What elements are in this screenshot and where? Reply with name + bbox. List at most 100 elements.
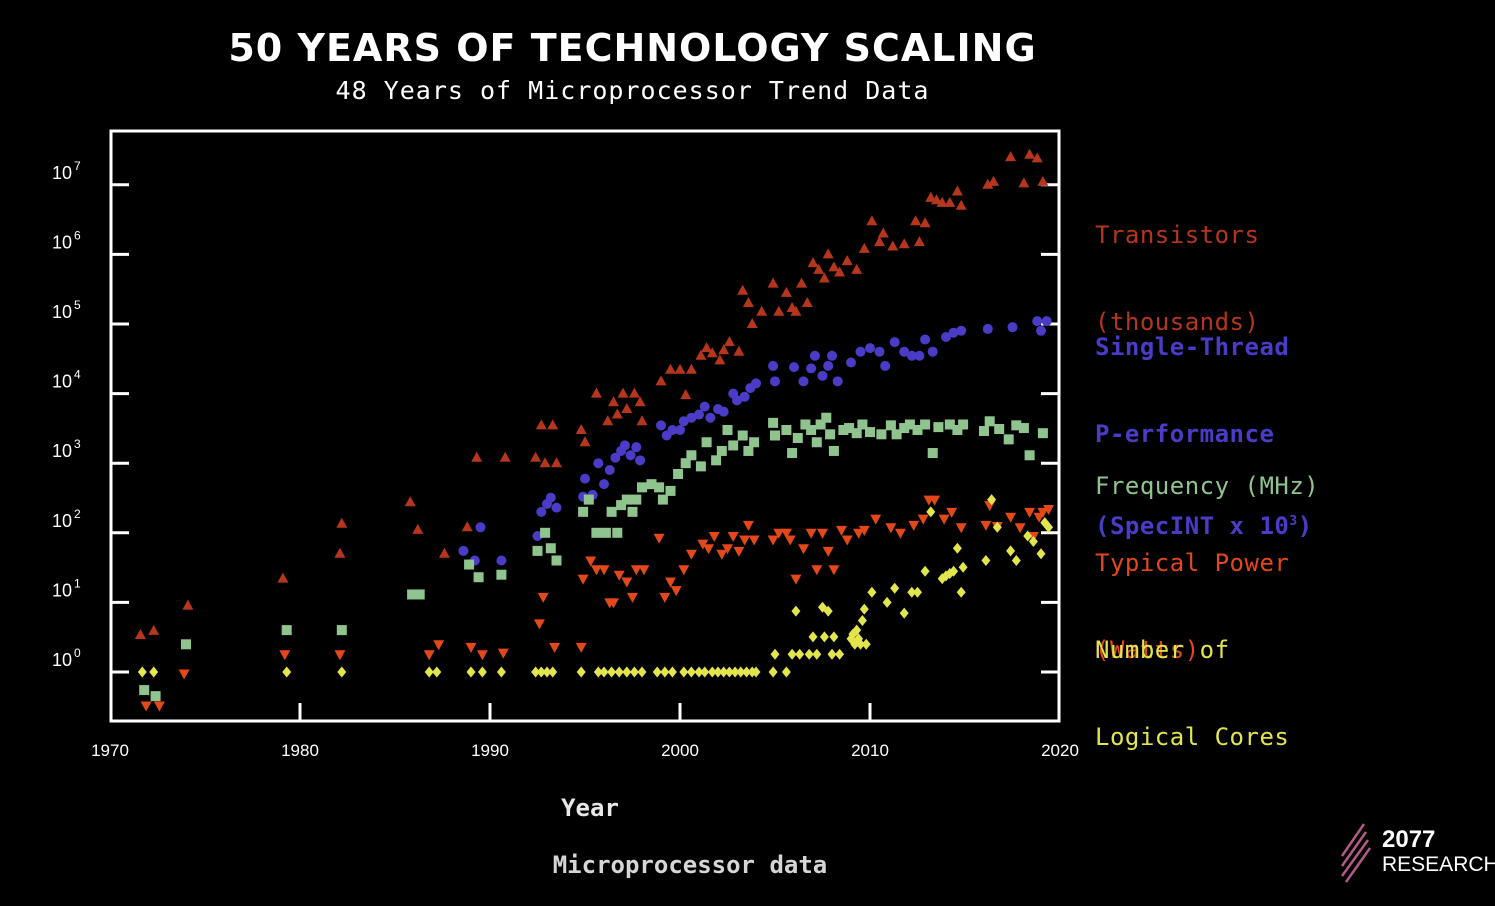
- frequency-point: [701, 437, 712, 448]
- single_thread-point: [625, 450, 636, 461]
- transistors-point: [780, 286, 792, 297]
- power-point: [697, 539, 709, 550]
- frequency-point: [646, 479, 657, 490]
- cores-point: [856, 638, 865, 650]
- cores-point: [724, 666, 734, 678]
- power-point: [598, 565, 610, 576]
- power-point: [585, 556, 597, 567]
- single_thread-point: [635, 455, 646, 466]
- single_thread-point: [832, 376, 843, 387]
- transistors-point: [801, 297, 813, 308]
- single_thread-point: [880, 360, 891, 371]
- single_thread-point: [496, 555, 507, 566]
- power-point: [659, 592, 671, 603]
- cores-point: [956, 586, 966, 598]
- transistors-point: [919, 217, 931, 228]
- x-tick-label: 1970: [91, 741, 129, 760]
- frequency-point: [979, 426, 989, 437]
- cores-point: [827, 648, 837, 660]
- frequency-point: [821, 412, 832, 423]
- power-point: [665, 577, 676, 588]
- chart-title: 50 YEARS OF TECHNOLOGY SCALING: [228, 26, 1037, 70]
- transistors-point: [841, 255, 853, 266]
- y-tick-label: 10 7: [52, 159, 81, 183]
- cores-point: [629, 666, 639, 678]
- single_thread-point: [667, 424, 678, 435]
- single_thread-point: [699, 401, 710, 412]
- cores-point: [926, 506, 936, 518]
- frequency-point: [606, 506, 617, 517]
- single_thread-point: [899, 346, 910, 357]
- power-point: [784, 535, 796, 546]
- transistors-point: [602, 415, 614, 426]
- frequency-point: [621, 494, 632, 505]
- series-single_thread: [458, 316, 1052, 566]
- frequency-point: [857, 419, 868, 430]
- power-point: [1037, 507, 1049, 518]
- series-cores: [137, 494, 1054, 678]
- y-tick-base: 10: [52, 163, 72, 183]
- cores-point: [781, 666, 791, 678]
- frequency-point: [838, 424, 849, 435]
- frequency-point: [944, 419, 955, 430]
- legend-power-line2: (Watts): [1095, 636, 1200, 664]
- single_thread-point: [827, 350, 837, 361]
- transistors-point: [621, 403, 633, 414]
- cores-point: [804, 648, 814, 660]
- cores-point: [667, 666, 677, 678]
- cores-point: [867, 586, 877, 598]
- cores-point: [730, 666, 740, 678]
- power-point: [476, 650, 488, 661]
- single_thread-point: [619, 440, 630, 451]
- power-point: [742, 520, 754, 531]
- legend-single-thread-line3-text: (SpecINT x 10: [1095, 512, 1290, 540]
- legend-transistors: Transistors (thousands): [1095, 163, 1259, 366]
- single_thread-point: [532, 530, 543, 541]
- transistors-point: [547, 419, 559, 430]
- frequency-point: [657, 494, 668, 505]
- single_thread-point: [631, 442, 642, 453]
- transistors-point: [925, 191, 937, 202]
- legend-single-thread: Single-Thread P-erformance (SpecINT x 10…: [1095, 275, 1313, 570]
- power-point: [739, 535, 751, 546]
- power-point: [722, 544, 733, 555]
- y-tick-label: 10 1: [52, 576, 81, 600]
- cores-point: [1023, 530, 1033, 542]
- transistors-point: [807, 257, 819, 268]
- chart-caption: Microprocessor data: [552, 851, 828, 879]
- single_thread-point: [1007, 322, 1018, 333]
- cores-point: [466, 666, 476, 678]
- power-point: [917, 514, 929, 525]
- transistors-point: [1031, 152, 1043, 163]
- single_thread-point: [982, 323, 993, 334]
- transistors-point: [530, 451, 542, 462]
- y-tick-exponent: 6: [74, 228, 81, 242]
- power-point: [590, 565, 602, 576]
- cores-point: [736, 666, 746, 678]
- frequency-point: [770, 430, 780, 441]
- frequency-point: [631, 494, 642, 505]
- frequency-point: [828, 445, 839, 456]
- single_thread-point: [694, 409, 704, 420]
- frequency-point: [958, 419, 969, 430]
- transistors-point: [461, 521, 473, 532]
- frequency-point: [612, 527, 623, 538]
- frequency-point: [792, 433, 803, 444]
- y-tick-base: 10: [52, 580, 72, 600]
- transistors-point: [551, 457, 562, 468]
- transistors-point: [334, 547, 346, 558]
- power-point: [929, 495, 941, 506]
- power-point: [836, 525, 847, 536]
- cores-point: [829, 631, 839, 643]
- power-point: [748, 535, 760, 546]
- power-point: [334, 650, 346, 661]
- x-tick-label: 2010: [851, 741, 889, 760]
- frequency-point: [600, 527, 611, 538]
- frequency-point: [891, 429, 902, 440]
- data-marks: [134, 148, 1055, 712]
- transistors-point: [866, 215, 878, 226]
- transistors-point: [628, 387, 640, 398]
- legend-transistors-line2: (thousands): [1095, 308, 1260, 336]
- power-point: [790, 574, 802, 585]
- power-point: [703, 544, 714, 555]
